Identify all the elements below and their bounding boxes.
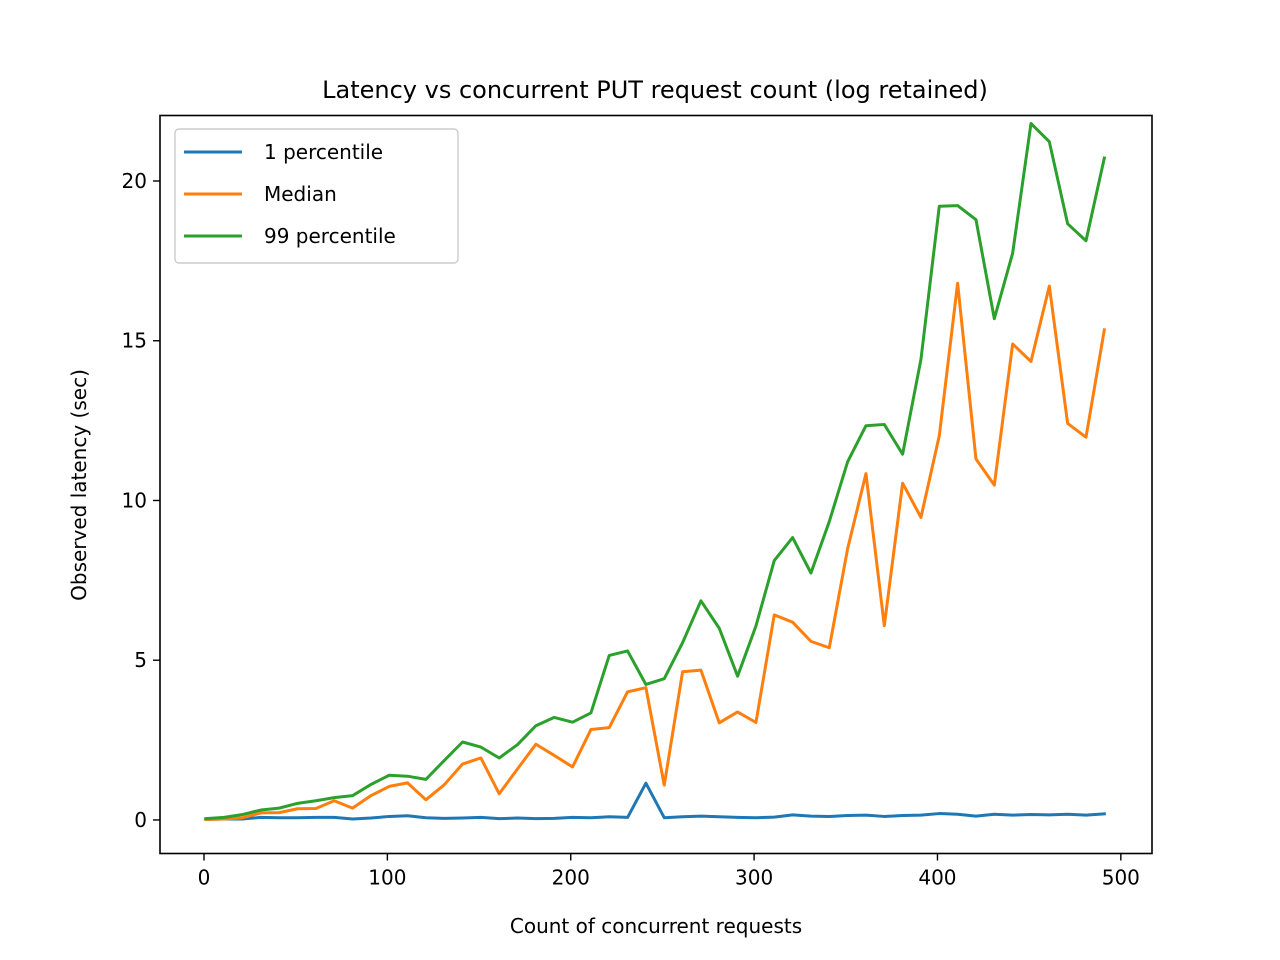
y-tick-label: 20 — [122, 169, 147, 193]
x-tick-label: 200 — [552, 866, 590, 890]
y-axis: 0 5 10 15 20 — [122, 169, 160, 832]
legend-label-2: Median — [264, 182, 337, 206]
x-axis-label: Count of concurrent requests — [510, 914, 802, 938]
x-axis: 0 100 200 300 400 500 — [198, 853, 1140, 890]
axes-frame — [159, 114, 1153, 855]
x-tick-label: 400 — [918, 866, 956, 890]
legend: 1 percentile Median 99 percentile — [174, 128, 459, 264]
legend-label-3: 99 percentile — [264, 224, 396, 248]
legend-box — [174, 128, 459, 264]
x-tick-label: 0 — [198, 866, 211, 890]
series-line-1 — [204, 781, 1106, 821]
x-tick-label: 300 — [735, 866, 773, 890]
series-line-2 — [204, 281, 1107, 821]
plot-area — [204, 121, 1107, 821]
y-tick-label: 15 — [122, 329, 147, 353]
chart-title: Latency vs concurrent PUT request count … — [322, 76, 988, 104]
x-tick-label: 100 — [368, 866, 406, 890]
y-axis-label: Observed latency (sec) — [67, 369, 91, 601]
y-tick-label: 5 — [134, 648, 147, 672]
legend-label-1: 1 percentile — [264, 140, 383, 164]
y-tick-label: 10 — [122, 488, 147, 512]
y-tick-label: 0 — [134, 808, 147, 832]
series-line-3 — [204, 121, 1107, 821]
x-tick-label: 500 — [1102, 866, 1140, 890]
